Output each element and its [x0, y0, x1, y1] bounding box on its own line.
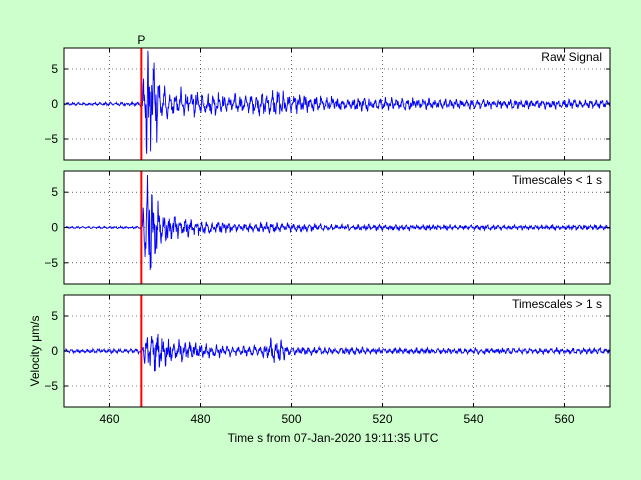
- y-tick-label: 5: [51, 309, 58, 323]
- y-tick-label: 0: [51, 344, 58, 358]
- waveform-trace: [63, 333, 611, 372]
- plot-panel-1: P −5 0 5 Raw Signal: [44, 33, 611, 161]
- waveform-trace: [63, 50, 611, 154]
- x-axis-label: Time s from 07-Jan-2020 19:11:35 UTC: [228, 431, 439, 445]
- y-axis-label: Velocity μm/s: [28, 316, 42, 387]
- x-tick-label: 460: [99, 412, 119, 426]
- waveform-trace: [63, 174, 611, 271]
- plot-panel-3: −5 0 5 460 480 500 520 540 560 Timescales > 1 s Ve…: [28, 294, 611, 426]
- y-tick-label: −5: [44, 256, 58, 270]
- x-tick-label: 480: [190, 412, 210, 426]
- x-tick-label: 500: [281, 412, 301, 426]
- x-tick-label: 560: [554, 412, 574, 426]
- panel-annotation: Timescales > 1 s: [512, 297, 602, 311]
- y-tick-label: 5: [51, 62, 58, 76]
- y-tick-label: 5: [51, 185, 58, 199]
- x-tick-label: 540: [463, 412, 483, 426]
- y-tick-label: −5: [44, 379, 58, 393]
- y-tick-label: −5: [44, 132, 58, 146]
- plot-panel-2: −5 0 5 Timescales < 1 s: [44, 170, 611, 285]
- y-tick-label: 0: [51, 97, 58, 111]
- panel-annotation: Timescales < 1 s: [512, 173, 602, 187]
- p-pick-label: P: [137, 33, 145, 47]
- y-tick-label: 0: [51, 221, 58, 235]
- x-tick-label: 520: [372, 412, 392, 426]
- panel-annotation: Raw Signal: [541, 50, 602, 64]
